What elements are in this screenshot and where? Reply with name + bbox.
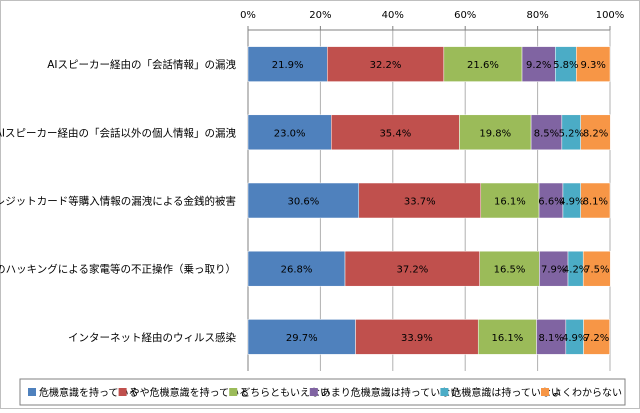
data-label: 33.7% (404, 197, 436, 208)
bar-segment (580, 114, 611, 151)
x-tick-label: 0% (240, 10, 256, 21)
data-label: 35.4% (379, 128, 411, 139)
bar-segment (580, 182, 611, 219)
bar-segment (443, 46, 523, 82)
legend-swatch (28, 388, 36, 396)
bar-segment (247, 250, 346, 287)
bar-segment (480, 182, 540, 219)
bar-segment (530, 114, 563, 151)
data-label: 19.8% (479, 128, 511, 139)
data-label: 16.1% (491, 333, 523, 344)
legend-swatch (229, 388, 238, 396)
data-label: 16.5% (494, 265, 526, 276)
data-label: 21.6% (467, 60, 499, 71)
category-label: インターネット経由のウィルス感染 (68, 331, 236, 344)
legend-label: やや危機意識を持っている (130, 386, 250, 399)
data-label: 21.9% (272, 60, 304, 71)
data-label: 7.5% (584, 265, 609, 276)
category-label: AIスピーカー経由の「会話情報」の漏洩 (47, 58, 236, 71)
data-label: 29.7% (286, 333, 318, 344)
bar-segment (247, 46, 328, 82)
category-label: AIスピーカー経由の「会話以外の個人情報」の漏洩 (0, 126, 236, 139)
data-label: 8.5% (534, 128, 559, 139)
bar-segment (582, 250, 611, 287)
data-label: 8.1% (538, 333, 563, 344)
legend: 危機意識を持っているやや危機意識を持っているどちらともいえないあまり危機意識は持… (19, 378, 626, 406)
data-label: 23.0% (274, 128, 306, 139)
data-label: 32.2% (370, 60, 402, 71)
bar-segment (247, 114, 332, 151)
data-label: 5.2% (559, 128, 584, 139)
legend-swatch (309, 388, 318, 396)
legend-label: よくわからない (552, 387, 622, 399)
data-label: 9.3% (580, 60, 605, 71)
data-label: 4.9% (562, 333, 587, 344)
legend-label: 危機意識は持っていない (451, 386, 561, 399)
data-label: 4.2% (563, 265, 588, 276)
bar-segment (479, 250, 540, 287)
bar-segment (539, 250, 569, 287)
data-label: 33.9% (401, 333, 433, 344)
legend-swatch (440, 388, 449, 396)
category-label: クレジットカード等購入情報の漏洩による金銭的被害 (0, 195, 236, 208)
bar-segment (247, 319, 356, 355)
legend-label: あまり危機意識は持っていない (321, 386, 461, 399)
data-label: 8.1% (583, 197, 608, 208)
data-label: 7.9% (541, 265, 566, 276)
bar-segment (536, 319, 567, 355)
bar-segment (247, 182, 360, 219)
category-labels: AIスピーカー経由の「会話情報」の漏洩 AIスピーカー経由の「会話以外の個人情報」… (0, 58, 236, 344)
bar-segment (583, 319, 610, 355)
data-label: 5.8% (553, 60, 578, 71)
x-tick-label: 100% (596, 10, 625, 21)
bar-segment (331, 114, 460, 151)
x-tick-label: 20% (309, 10, 331, 21)
bar-segment (358, 182, 482, 219)
data-label: 37.2% (396, 265, 428, 276)
x-tick-label: 80% (526, 10, 548, 21)
data-label: 6.6% (538, 197, 563, 208)
bar-segment (459, 114, 532, 151)
data-labels: 21.9% 32.2% 21.6% 9.2% 5.8% 9.3% 23.0% 35.4% 19.… (272, 60, 610, 344)
category-label: 外部からのハッキングによる家電等の不正操作（乗っ取り） (0, 263, 236, 276)
bar-segment (344, 250, 480, 287)
bar-segment (576, 46, 611, 82)
data-label: 8.2% (583, 128, 608, 139)
data-label: 4.9% (559, 197, 584, 208)
legend-label: どちらともいえない (240, 387, 330, 399)
bars (247, 46, 611, 355)
data-label: 7.2% (584, 333, 609, 344)
data-label: 30.6% (287, 197, 319, 208)
data-label: 9.2% (526, 60, 551, 71)
legend-swatch (541, 388, 549, 396)
data-label: 16.1% (494, 197, 526, 208)
x-axis-ticks: 0% 20% 40% 60% 80% 100% (240, 10, 624, 21)
x-tick-label: 60% (454, 10, 476, 21)
legend-label: 危機意識を持っている (39, 386, 139, 399)
bar-segment (477, 319, 537, 355)
bar-segment (521, 46, 556, 82)
x-tick-label: 40% (382, 10, 404, 21)
data-label: 26.8% (281, 265, 313, 276)
legend-swatch (118, 388, 127, 396)
